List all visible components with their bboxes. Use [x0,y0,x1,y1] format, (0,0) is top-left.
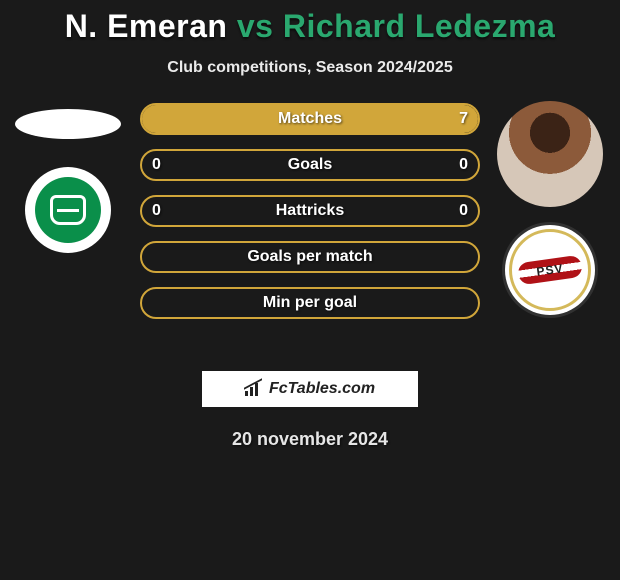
player1-club [18,167,118,253]
bar-value-right: 7 [459,110,468,128]
stat-bar-row: Min per goal [140,287,480,319]
bar-value-right: 0 [459,202,468,220]
bar-value-left: 0 [152,156,161,174]
player1-name: N. Emeran [65,8,228,44]
bar-label: Hattricks [276,202,344,220]
psv-logo: PSV [505,225,595,315]
groningen-logo [25,167,111,253]
left-player-column [8,109,128,253]
stat-bar-row: 0 Hattricks 0 [140,195,480,227]
stat-bar-row: Goals per match [140,241,480,273]
stat-bar-row: Matches 7 [140,103,480,135]
bar-label: Matches [278,110,342,128]
brand-box: FcTables.com [202,371,418,407]
stat-bars: Matches 7 0 Goals 0 0 Hattricks 0 Goals per matc… [140,103,480,333]
player2-name: Richard Ledezma [283,8,555,44]
bar-value-right: 0 [459,156,468,174]
bar-label: Goals [288,156,332,174]
bar-label: Goals per match [247,248,372,266]
comparison-content: PSV Matches 7 0 Goals 0 0 Hattricks 0 Goals per … [0,109,620,369]
title-vs: vs [237,8,274,44]
player1-photo-placeholder [15,109,121,139]
subtitle: Club competitions, Season 2024/2025 [0,59,620,77]
stat-bar-row: 0 Goals 0 [140,149,480,181]
bar-label: Min per goal [263,294,357,312]
date: 20 november 2024 [0,429,620,450]
brand-chart-icon [245,382,263,396]
bar-value-left: 0 [152,202,161,220]
player2-photo [497,101,603,207]
psv-logo-text: PSV [517,255,583,286]
comparison-title: N. Emeran vs Richard Ledezma [0,0,620,45]
right-player-column: PSV [490,109,610,315]
brand-text: FcTables.com [269,380,375,398]
